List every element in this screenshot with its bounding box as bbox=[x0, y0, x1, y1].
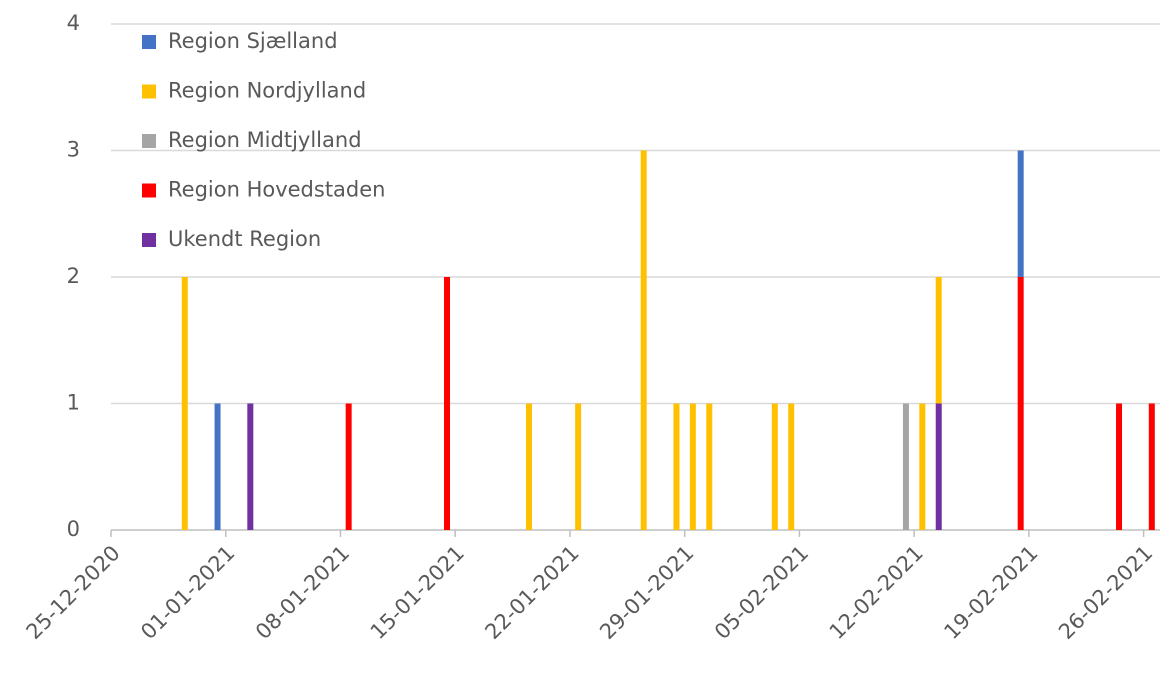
bar-segment bbox=[640, 150, 647, 530]
bar-segment bbox=[689, 403, 696, 530]
legend-swatch bbox=[142, 134, 156, 148]
x-tick-label: 19-02-2021 bbox=[939, 541, 1042, 644]
x-tick-label: 29-01-2021 bbox=[595, 541, 698, 644]
bar-segment bbox=[935, 403, 942, 530]
bar-segment bbox=[247, 403, 254, 530]
x-tick-label: 26-02-2021 bbox=[1054, 541, 1157, 644]
x-tick-label: 01-01-2021 bbox=[136, 541, 239, 644]
bar-segment bbox=[771, 403, 778, 530]
legend-swatch bbox=[142, 84, 156, 99]
bar-segment bbox=[1148, 403, 1155, 530]
y-tick-label: 2 bbox=[67, 264, 80, 288]
y-tick-label: 0 bbox=[67, 517, 80, 541]
legend-swatch bbox=[142, 183, 156, 198]
bar-segment bbox=[345, 403, 352, 530]
bar-segment bbox=[706, 403, 713, 530]
y-tick-label: 1 bbox=[67, 391, 80, 415]
x-tick-label: 12-02-2021 bbox=[825, 541, 928, 644]
bar-segment bbox=[214, 403, 221, 530]
legend-label: Region Nordjylland bbox=[168, 79, 366, 103]
bar-segment bbox=[444, 277, 451, 530]
x-tick-label: 05-02-2021 bbox=[710, 541, 813, 644]
legend-label: Region Midtjylland bbox=[168, 128, 362, 152]
bar-segment bbox=[673, 403, 680, 530]
bar-segment bbox=[181, 277, 188, 530]
x-tick-label: 22-01-2021 bbox=[480, 541, 583, 644]
legend-label: Region Hovedstaden bbox=[168, 178, 386, 202]
legend-swatch bbox=[142, 35, 156, 49]
bar-segment bbox=[575, 403, 582, 530]
bar-segment bbox=[788, 403, 795, 530]
bar-segment bbox=[1116, 403, 1123, 530]
bar-segment bbox=[902, 403, 909, 530]
x-tick-label: 08-01-2021 bbox=[251, 541, 354, 644]
bar-segment bbox=[919, 403, 926, 530]
y-tick-label: 4 bbox=[67, 11, 80, 35]
bar-segment bbox=[1017, 277, 1024, 530]
legend-label: Ukendt Region bbox=[168, 227, 321, 251]
bar-segment bbox=[935, 277, 942, 404]
bar-segment bbox=[525, 403, 532, 530]
x-tick-label: 15-01-2021 bbox=[366, 541, 469, 644]
legend-label: Region Sjælland bbox=[168, 29, 338, 53]
bar-segment bbox=[1017, 150, 1024, 277]
y-tick-label: 3 bbox=[67, 138, 80, 162]
x-tick-label: 25-12-2020 bbox=[22, 541, 125, 644]
legend-swatch bbox=[142, 233, 156, 247]
